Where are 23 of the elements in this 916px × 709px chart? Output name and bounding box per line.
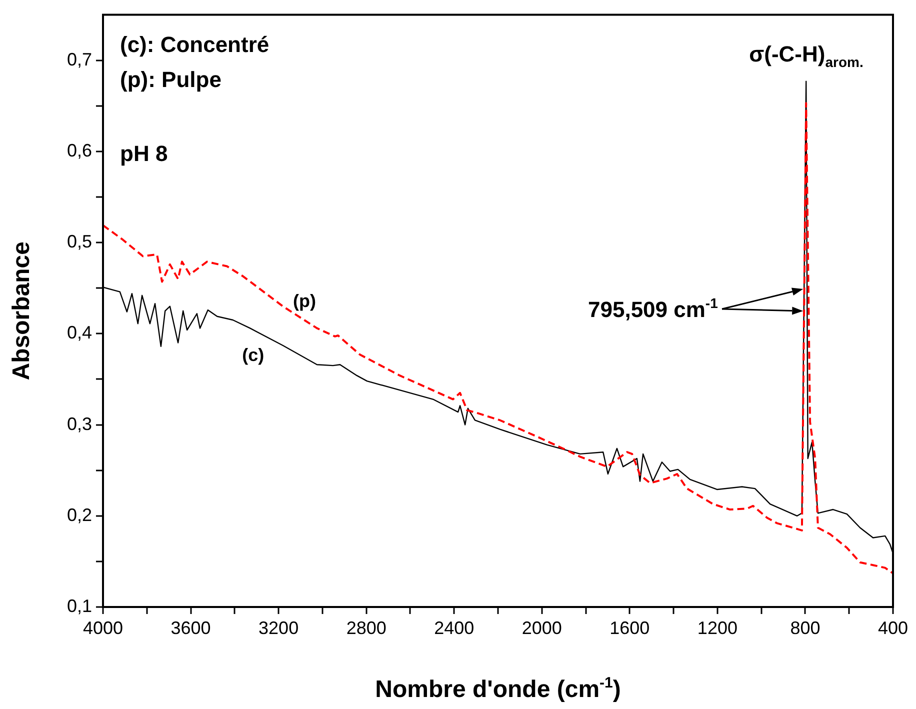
annotation: (p): Pulpe	[120, 66, 222, 92]
x-tick-label: 800	[790, 618, 820, 638]
y-tick-label: 0,7	[66, 49, 92, 70]
x-tick-label: 2400	[434, 618, 474, 638]
annotation: pH 8	[120, 140, 168, 166]
x-tick-label: 400	[878, 618, 908, 638]
series-label: (c)	[242, 345, 264, 366]
y-tick-label: 0,3	[66, 414, 92, 434]
x-tick-label: 1200	[697, 618, 738, 638]
x-tick-label: 4000	[82, 618, 124, 638]
y-axis-title: Absorbance	[8, 242, 36, 380]
x-tick-label: 2000	[522, 618, 562, 638]
x-tick-label: 3200	[258, 618, 299, 638]
y-tick-label: 0,6	[66, 140, 92, 160]
x-tick-label: 3600	[170, 618, 211, 638]
y-tick-label: 0,1	[66, 596, 92, 616]
x-tick-label: 1600	[610, 618, 650, 638]
annotation: (c): Concentré	[120, 32, 270, 57]
y-tick-label: 0,2	[66, 504, 92, 525]
x-tick-label: 2800	[346, 618, 386, 638]
series-label: (p)	[292, 291, 316, 312]
y-tick-label: 0,4	[66, 322, 92, 343]
y-tick-label: 0,5	[66, 232, 92, 252]
